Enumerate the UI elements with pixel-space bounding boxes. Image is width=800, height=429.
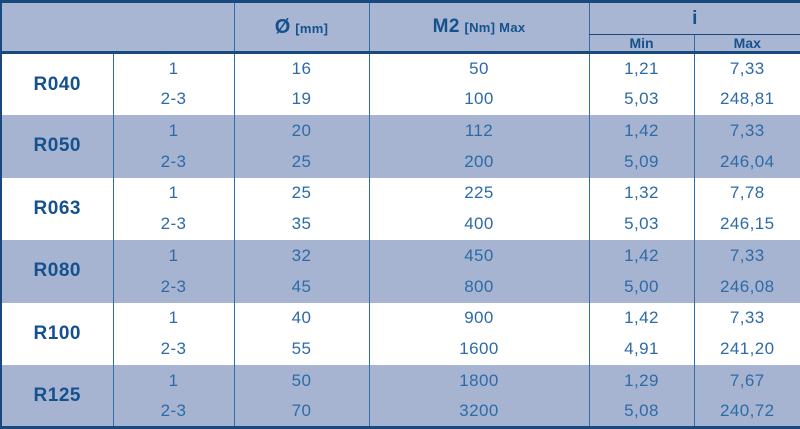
table-row: 2-3 70 3200 5,08 240,72	[1, 396, 800, 428]
cell-diameter: 50	[233, 365, 369, 397]
cell-torque: 1800	[368, 365, 589, 397]
cell-torque: 50	[368, 52, 589, 84]
cell-i-max: 240,72	[693, 396, 800, 428]
cell-torque: 800	[368, 271, 589, 303]
cell-diameter: 25	[233, 146, 369, 178]
cell-stages: 1	[112, 240, 234, 272]
header-ratio-max: Max	[693, 34, 800, 54]
cell-i-min: 1,42	[588, 302, 694, 334]
cell-i-min: 5,00	[588, 271, 694, 303]
table-row: R100 1 40 900 1,42 7,33	[1, 302, 800, 344]
cell-diameter: 70	[233, 396, 369, 428]
header-empty-cell	[1, 1, 234, 54]
cell-stages: 2-3	[112, 333, 234, 365]
cell-i-max: 7,33	[693, 115, 800, 147]
table-row: R050 1 20 112 1,42 7,33	[1, 115, 800, 156]
cell-stages: 2-3	[112, 83, 234, 115]
row-label-r050: R050	[33, 135, 81, 157]
cell-i-max: 246,04	[693, 146, 800, 178]
table-row: R040 1 16 50 1,21 7,33	[1, 52, 800, 95]
row-label-r080: R080	[33, 260, 81, 282]
table-row: R125 1 50 1800 1,29 7,67	[1, 365, 800, 406]
cell-i-min: 5,03	[588, 208, 694, 240]
table-row: 2-3 19 100 5,03 248,81	[1, 83, 800, 115]
row-label-r040: R040	[33, 73, 81, 95]
torque-symbol: M2	[432, 16, 461, 37]
cell-torque: 100	[368, 83, 589, 115]
table-header: Ø [mm] M2 [Nm] Max i Min Max	[1, 1, 800, 54]
table-row: R063 1 25 225 1,32 7,78	[1, 177, 800, 219]
diameter-symbol: Ø	[274, 15, 291, 38]
cell-diameter: 40	[233, 302, 369, 334]
header-diameter: Ø [mm]	[233, 1, 369, 54]
table-row: 2-3 25 200 5,09 246,04	[1, 146, 800, 178]
cell-torque: 112	[368, 115, 589, 147]
cell-diameter: 32	[233, 240, 369, 272]
cell-i-min: 5,03	[588, 83, 694, 115]
cell-i-min: 4,91	[588, 333, 694, 365]
cell-diameter: 45	[233, 271, 369, 303]
cell-torque: 450	[368, 240, 589, 272]
cell-i-min: 1,42	[588, 240, 694, 272]
cell-torque: 225	[368, 177, 589, 209]
cell-i-min: 1,32	[588, 177, 694, 209]
cell-stages: 1	[112, 52, 234, 84]
header-ratio: i	[588, 1, 800, 35]
cell-i-max: 246,15	[693, 208, 800, 240]
cell-i-min: 5,08	[588, 396, 694, 428]
row-label-r063: R063	[33, 197, 81, 219]
cell-i-max: 7,78	[693, 177, 800, 209]
header-ratio-min: Min	[588, 34, 694, 54]
cell-torque: 3200	[368, 396, 589, 428]
table-row: 2-3 35 400 5,03 246,15	[1, 208, 800, 240]
cell-torque: 200	[368, 146, 589, 178]
cell-i-max: 248,81	[693, 83, 800, 115]
cell-stages: 1	[112, 177, 234, 209]
diameter-unit: [mm]	[295, 20, 329, 36]
cell-i-max: 241,20	[693, 333, 800, 365]
cell-torque: 900	[368, 302, 589, 334]
cell-i-min: 1,42	[588, 115, 694, 147]
cell-i-min: 1,21	[588, 52, 694, 84]
table-row: 2-3 55 1600 4,91 241,20	[1, 333, 800, 365]
cell-stages: 2-3	[112, 271, 234, 303]
cell-i-min: 1,29	[588, 365, 694, 397]
table-row: 2-3 45 800 5,00 246,08	[1, 271, 800, 303]
cell-stages: 2-3	[112, 396, 234, 428]
cell-torque: 1600	[368, 333, 589, 365]
cell-i-max: 246,08	[693, 271, 800, 303]
torque-unit: [Nm] Max	[464, 20, 526, 35]
table-body: R040 1 16 50 1,21 7,33 2-3 19 100 5,03 2…	[1, 52, 800, 428]
cell-i-max: 7,33	[693, 302, 800, 334]
cell-stages: 2-3	[112, 208, 234, 240]
cell-diameter: 35	[233, 208, 369, 240]
cell-stages: 1	[112, 115, 234, 147]
row-label-r125: R125	[33, 384, 81, 406]
cell-diameter: 16	[233, 52, 369, 84]
header-torque: M2 [Nm] Max	[368, 1, 589, 54]
cell-diameter: 55	[233, 333, 369, 365]
cell-i-max: 7,67	[693, 365, 800, 397]
cell-diameter: 20	[233, 115, 369, 147]
ratio-label: i	[692, 7, 698, 29]
table-row: R080 1 32 450 1,42 7,33	[1, 240, 800, 281]
row-label-r100: R100	[33, 322, 81, 344]
cell-i-min: 5,09	[588, 146, 694, 178]
cell-i-max: 7,33	[693, 52, 800, 84]
cell-torque: 400	[368, 208, 589, 240]
cell-diameter: 25	[233, 177, 369, 209]
cell-i-max: 7,33	[693, 240, 800, 272]
cell-stages: 1	[112, 302, 234, 334]
cell-diameter: 19	[233, 83, 369, 115]
cell-stages: 1	[112, 365, 234, 397]
cell-stages: 2-3	[112, 146, 234, 178]
